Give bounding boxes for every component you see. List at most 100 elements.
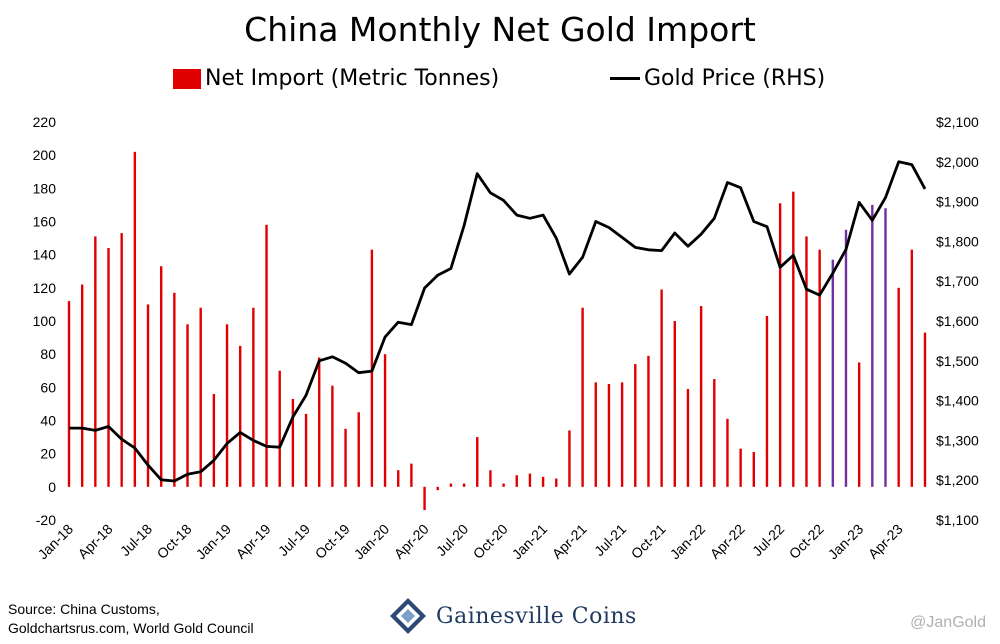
x-tick-label: Apr-21 bbox=[549, 521, 590, 562]
bar-net-import bbox=[357, 412, 360, 487]
x-tick-label: Jan-19 bbox=[193, 521, 235, 563]
right-tick-label: $2,000 bbox=[936, 154, 979, 170]
bar-net-import bbox=[568, 430, 571, 487]
brand-logo: Gainesville Coins bbox=[388, 596, 637, 636]
bar-net-import bbox=[515, 475, 518, 487]
x-tick-label: Jul-20 bbox=[433, 521, 471, 559]
x-tick-label: Jul-21 bbox=[591, 521, 629, 559]
right-tick-label: $1,700 bbox=[936, 273, 979, 289]
bar-net-import bbox=[857, 362, 861, 487]
right-tick-label: $1,300 bbox=[936, 432, 979, 448]
bar-net-import bbox=[884, 208, 887, 487]
right-tick-label: $1,500 bbox=[936, 353, 979, 369]
bar-net-import bbox=[726, 418, 729, 487]
bar-net-import bbox=[752, 452, 755, 487]
logo-mark-icon bbox=[390, 598, 426, 634]
bar-net-import bbox=[304, 413, 308, 487]
bar-net-import bbox=[634, 364, 637, 487]
legend-line-swatch bbox=[610, 77, 640, 80]
x-tick-label: Jan-23 bbox=[825, 521, 867, 563]
left-tick-label: 60 bbox=[40, 379, 56, 395]
bar-net-import bbox=[647, 355, 650, 487]
bar-net-import bbox=[923, 332, 927, 487]
bar-net-import bbox=[502, 483, 505, 487]
x-tick-label: Jan-22 bbox=[667, 521, 709, 563]
bar-net-import bbox=[792, 191, 795, 487]
bar-net-import bbox=[436, 486, 439, 491]
bar-net-import bbox=[699, 306, 703, 487]
bar-net-import bbox=[133, 151, 137, 487]
bar-net-import bbox=[318, 357, 321, 487]
bar-net-import bbox=[120, 233, 123, 487]
bar-net-import bbox=[581, 307, 584, 487]
bar-net-import bbox=[831, 259, 835, 487]
left-tick-label: -20 bbox=[36, 512, 56, 528]
gold-price-line bbox=[69, 160, 927, 483]
bar-net-import bbox=[291, 398, 295, 487]
bar-net-import bbox=[489, 470, 492, 487]
bar-net-import bbox=[805, 236, 808, 487]
chart-plot-area: -20 0 20 40 60 80 100 120 140 160 180 200 220 $1,100… bbox=[33, 114, 979, 563]
author-handle: @JanGold bbox=[910, 614, 986, 631]
x-tick-label: Apr-20 bbox=[391, 521, 432, 562]
bar-net-import bbox=[410, 463, 413, 487]
x-tick-label: Jan-20 bbox=[351, 521, 393, 563]
x-tick-label: Oct-19 bbox=[312, 521, 353, 562]
line-series-layer bbox=[69, 160, 927, 483]
left-tick-label: 80 bbox=[40, 346, 56, 362]
right-tick-label: $1,200 bbox=[936, 472, 979, 488]
bar-net-import bbox=[871, 204, 874, 487]
right-tick-label: $2,100 bbox=[936, 114, 979, 130]
bar-net-import bbox=[199, 307, 202, 487]
right-tick-label: $1,400 bbox=[936, 393, 979, 409]
left-tick-label: 140 bbox=[33, 247, 57, 263]
bar-net-import bbox=[225, 324, 229, 487]
bar-net-import bbox=[686, 388, 690, 487]
bar-net-import bbox=[739, 448, 742, 487]
bar-net-import bbox=[173, 292, 176, 487]
bar-net-import bbox=[462, 483, 466, 487]
bar-net-import bbox=[594, 382, 597, 487]
left-tick-label: 20 bbox=[40, 446, 56, 462]
x-tick-label: Apr-23 bbox=[865, 521, 906, 562]
bar-net-import bbox=[541, 476, 545, 487]
bar-net-import bbox=[212, 393, 216, 487]
bar-series bbox=[67, 151, 927, 511]
right-axis: $1,100 $1,200 $1,300 $1,400 $1,500 $1,600 $1,7… bbox=[936, 114, 979, 528]
legend-bar-swatch bbox=[173, 68, 201, 89]
bar-net-import bbox=[252, 307, 255, 487]
bar-net-import bbox=[278, 370, 281, 487]
bar-net-import bbox=[713, 379, 716, 487]
left-tick-label: 200 bbox=[33, 147, 57, 163]
bar-net-import bbox=[660, 289, 663, 487]
bar-net-import bbox=[620, 382, 624, 487]
x-tick-label: Jul-22 bbox=[749, 521, 787, 559]
bar-net-import bbox=[844, 229, 848, 487]
right-tick-label: $1,100 bbox=[936, 512, 979, 528]
bar-net-import bbox=[146, 304, 150, 487]
bar-net-import bbox=[910, 249, 914, 487]
x-tick-label: Jan-21 bbox=[509, 521, 551, 563]
bar-net-import bbox=[476, 437, 479, 487]
bar-net-import bbox=[107, 248, 110, 487]
bar-net-import bbox=[265, 224, 268, 487]
x-tick-label: Oct-20 bbox=[470, 521, 511, 562]
bar-net-import bbox=[449, 483, 453, 487]
x-tick-label: Jul-18 bbox=[117, 521, 155, 559]
x-tick-label: Oct-18 bbox=[154, 521, 195, 562]
bar-net-import bbox=[818, 249, 821, 487]
x-tick-label: Apr-22 bbox=[707, 521, 748, 562]
left-tick-label: 220 bbox=[33, 114, 57, 130]
left-axis: -20 0 20 40 60 80 100 120 140 160 180 200 220 bbox=[33, 114, 57, 528]
bar-net-import bbox=[765, 316, 769, 487]
right-tick-label: $1,800 bbox=[936, 233, 979, 249]
bar-net-import bbox=[67, 301, 71, 487]
bar-net-import bbox=[897, 287, 900, 487]
right-tick-label: $1,600 bbox=[936, 313, 979, 329]
legend-bar-label: Net Import (Metric Tonnes) bbox=[205, 66, 500, 91]
bar-net-import bbox=[673, 321, 676, 487]
bar-net-import bbox=[528, 473, 532, 487]
legend-line-label: Gold Price (RHS) bbox=[644, 66, 826, 91]
left-tick-label: 120 bbox=[33, 280, 57, 296]
left-tick-label: 0 bbox=[48, 479, 56, 495]
